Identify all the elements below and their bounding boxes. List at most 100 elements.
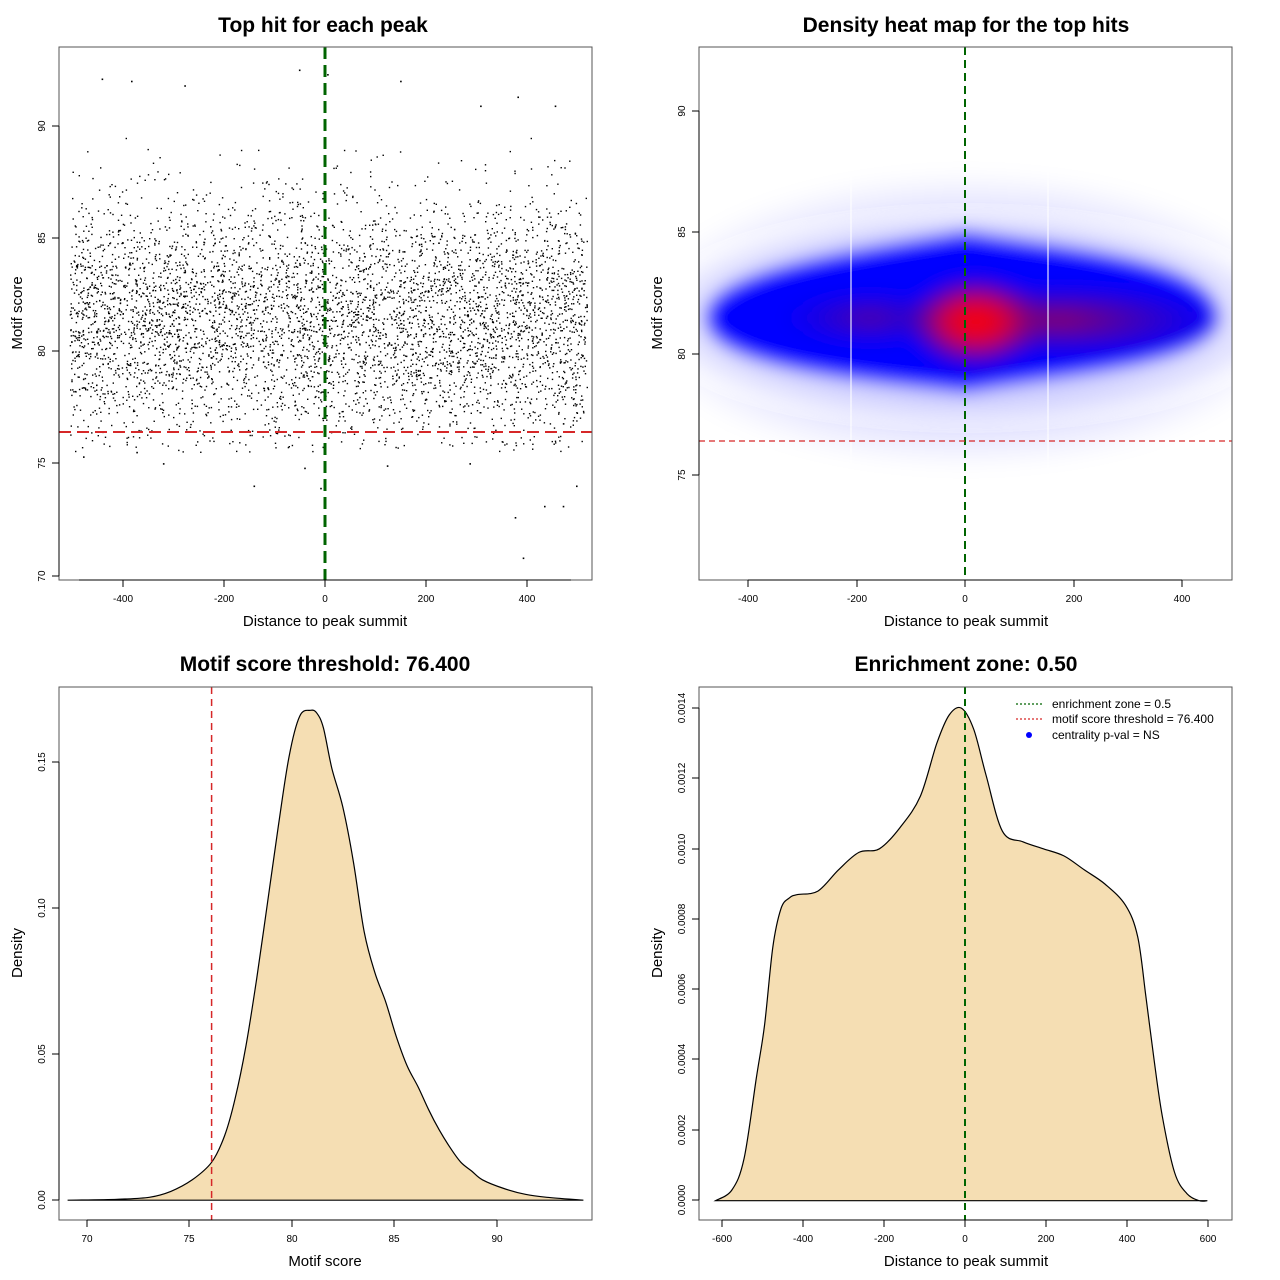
scatter-point bbox=[112, 397, 115, 399]
scatter-point bbox=[273, 343, 275, 345]
scatter-point bbox=[336, 371, 339, 374]
scatter-point bbox=[108, 312, 110, 315]
scatter-point bbox=[322, 261, 324, 264]
scatter-point bbox=[482, 276, 484, 278]
scatter-point bbox=[565, 210, 567, 212]
scatter-point bbox=[490, 367, 493, 370]
scatter-point bbox=[584, 373, 587, 375]
scatter-point bbox=[269, 344, 272, 346]
scatter-point bbox=[140, 379, 142, 381]
scatter-point bbox=[451, 408, 453, 410]
scatter-point bbox=[156, 326, 158, 328]
scatter-point bbox=[367, 316, 369, 318]
scatter-point bbox=[532, 443, 534, 445]
scatter-point bbox=[496, 305, 499, 307]
scatter-point bbox=[194, 328, 197, 330]
scatter-point bbox=[396, 379, 398, 382]
scatter-point bbox=[275, 432, 278, 434]
scatter-point bbox=[118, 324, 121, 327]
scatter-point bbox=[235, 406, 238, 408]
scatter-point bbox=[274, 316, 277, 318]
scatter-point bbox=[390, 399, 392, 401]
scatter-point bbox=[469, 330, 472, 332]
scatter-point bbox=[180, 267, 182, 270]
scatter-point bbox=[88, 212, 90, 215]
scatter-point bbox=[276, 432, 279, 435]
scatter-point bbox=[564, 279, 566, 281]
scatter-point bbox=[424, 357, 427, 359]
scatter-point bbox=[265, 345, 267, 348]
scatter-point bbox=[570, 317, 572, 320]
scatter-point bbox=[399, 306, 401, 308]
scatter-point bbox=[452, 361, 454, 363]
scatter-point bbox=[182, 451, 184, 453]
scatter-point bbox=[579, 294, 581, 297]
scatter-point bbox=[136, 312, 138, 314]
scatter-point bbox=[457, 256, 459, 258]
scatter-point bbox=[377, 261, 379, 264]
scatter-point bbox=[586, 240, 588, 243]
scatter-point bbox=[213, 267, 215, 269]
scatter-point bbox=[348, 259, 350, 261]
scatter-point bbox=[136, 241, 138, 243]
scatter-point bbox=[88, 353, 90, 356]
scatter-point bbox=[124, 247, 126, 249]
scatter-point bbox=[194, 308, 196, 311]
scatter-point bbox=[555, 338, 557, 341]
scatter-point bbox=[296, 284, 298, 286]
scatter-point bbox=[144, 325, 146, 327]
scatter-point bbox=[97, 288, 99, 290]
scatter-point bbox=[340, 333, 343, 336]
scatter-point bbox=[176, 423, 178, 426]
scatter-point bbox=[412, 384, 414, 387]
scatter-point bbox=[276, 417, 278, 420]
scatter-point bbox=[579, 266, 582, 269]
scatter-point bbox=[354, 281, 356, 283]
scatter-point bbox=[269, 435, 272, 437]
scatter-point bbox=[522, 363, 525, 366]
scatter-point bbox=[253, 300, 255, 303]
scatter-point bbox=[403, 287, 406, 289]
scatter-point bbox=[434, 259, 437, 261]
scatter-point bbox=[310, 370, 312, 372]
scatter-point bbox=[462, 212, 464, 215]
scatter-point bbox=[357, 337, 360, 339]
scatter-point bbox=[580, 320, 583, 322]
scatter-point bbox=[404, 403, 406, 406]
scatter-point bbox=[451, 371, 453, 373]
scatter-point bbox=[519, 401, 521, 403]
scatter-point bbox=[311, 341, 313, 344]
scatter-point bbox=[380, 360, 382, 363]
scatter-point bbox=[104, 358, 107, 360]
scatter-point bbox=[545, 344, 547, 346]
scatter-point bbox=[302, 376, 304, 378]
scatter-point bbox=[557, 384, 560, 386]
scatter-point bbox=[342, 229, 345, 231]
scatter-point bbox=[453, 316, 455, 318]
scatter-point bbox=[210, 181, 212, 184]
scatter-point bbox=[178, 279, 181, 282]
scatter-point bbox=[233, 376, 235, 378]
scatter-point bbox=[375, 301, 377, 304]
scatter-point bbox=[267, 288, 269, 290]
scatter-point bbox=[366, 402, 368, 405]
scatter-point bbox=[218, 409, 220, 411]
scatter-point bbox=[394, 370, 397, 372]
scatter-point bbox=[82, 313, 84, 315]
scatter-point bbox=[144, 313, 147, 316]
scatter-point bbox=[536, 251, 538, 253]
scatter-point bbox=[450, 364, 452, 366]
scatter-point bbox=[582, 354, 584, 357]
scatter-point bbox=[218, 341, 221, 344]
scatter-point bbox=[352, 195, 354, 198]
scatter-point bbox=[303, 407, 305, 409]
scatter-point bbox=[130, 309, 132, 311]
scatter-point bbox=[372, 358, 375, 360]
scatter-point bbox=[451, 352, 454, 354]
scatter-point bbox=[321, 248, 323, 251]
scatter-point bbox=[281, 402, 284, 405]
scatter-point bbox=[100, 271, 102, 274]
scatter-point bbox=[109, 316, 111, 319]
scatter-point bbox=[373, 421, 375, 424]
scatter-point bbox=[316, 331, 318, 333]
